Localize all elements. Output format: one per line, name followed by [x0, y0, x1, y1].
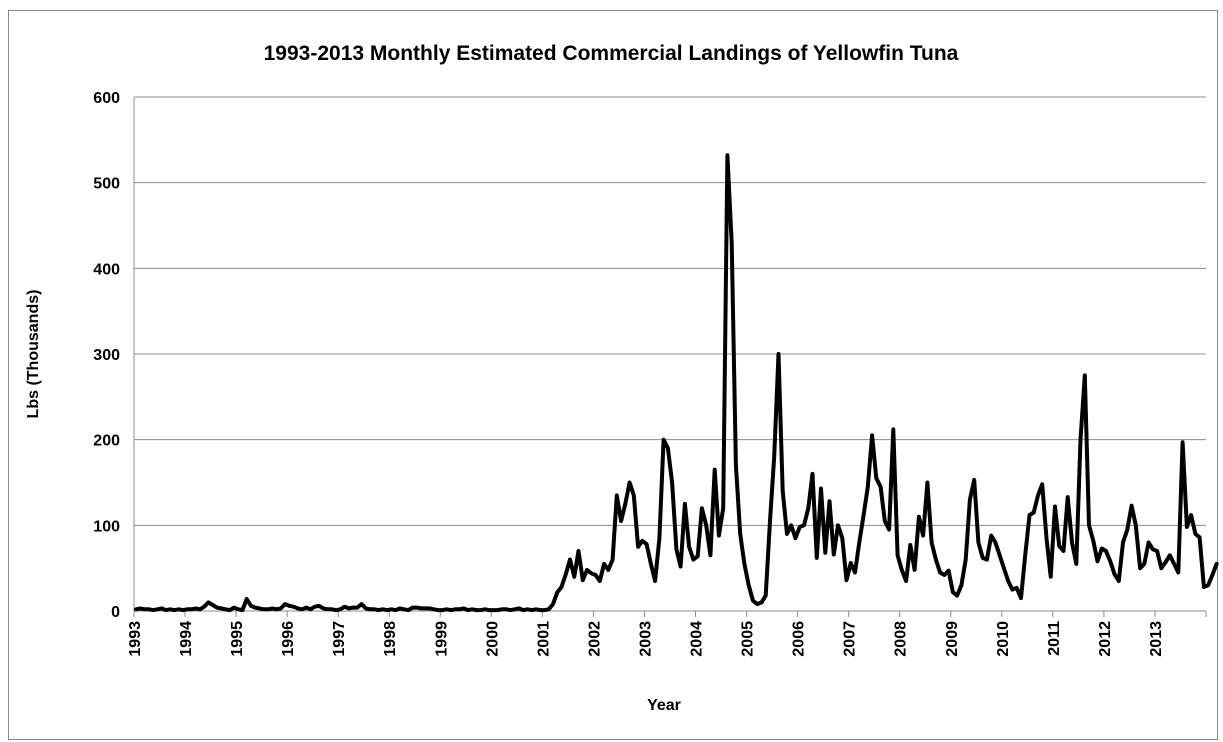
y-axis-title: Lbs (Thousands) — [25, 290, 42, 419]
gridlines — [133, 96, 1206, 612]
y-tick-label: 100 — [93, 518, 120, 535]
x-tick-label: 2013 — [1148, 621, 1165, 657]
x-tick-label: 2007 — [842, 621, 859, 657]
x-tick-label: 2006 — [791, 621, 808, 657]
x-tick-label: 2011 — [1046, 621, 1063, 656]
x-tick-label: 1993 — [127, 621, 144, 657]
y-tick-label: 0 — [111, 604, 120, 621]
x-tick-label: 2010 — [995, 621, 1012, 657]
y-tick-label: 500 — [93, 176, 120, 193]
chart-frame — [8, 10, 1218, 740]
x-tick-label: 2002 — [586, 621, 603, 657]
x-tick-label: 1996 — [280, 621, 297, 657]
x-tick-label: 2009 — [944, 621, 961, 657]
x-tick-label: 2003 — [637, 621, 654, 657]
chart-title: 1993-2013 Monthly Estimated Commercial L… — [264, 42, 959, 65]
x-tick-label: 2001 — [535, 621, 552, 657]
x-axis-title: Year — [647, 697, 681, 714]
x-tick-label: 1999 — [433, 621, 450, 657]
x-axis-ticks: 1993 1994 1995 1996 1997 1998 1999 2000 2001 2002… — [127, 611, 1207, 657]
x-tick-label: 1997 — [331, 621, 348, 657]
x-tick-label: 1998 — [382, 621, 399, 657]
x-tick-label: 1995 — [229, 621, 246, 657]
y-tick-label: 400 — [93, 261, 120, 278]
x-tick-label: 2005 — [740, 621, 757, 657]
y-tick-label: 200 — [93, 433, 120, 450]
y-tick-label: 300 — [93, 347, 120, 364]
x-tick-label: 1994 — [178, 621, 195, 657]
x-tick-label: 2000 — [484, 621, 501, 657]
x-tick-label: 2004 — [689, 621, 706, 657]
y-tick-label: 600 — [93, 90, 120, 107]
series-line-yellowfin-landings — [134, 153, 1219, 613]
x-tick-label: 2008 — [893, 621, 910, 657]
x-tick-label: 2012 — [1097, 621, 1114, 657]
y-axis-ticks: 0 100 200 300 400 500 600 — [93, 90, 120, 621]
series-layer — [134, 153, 1219, 613]
